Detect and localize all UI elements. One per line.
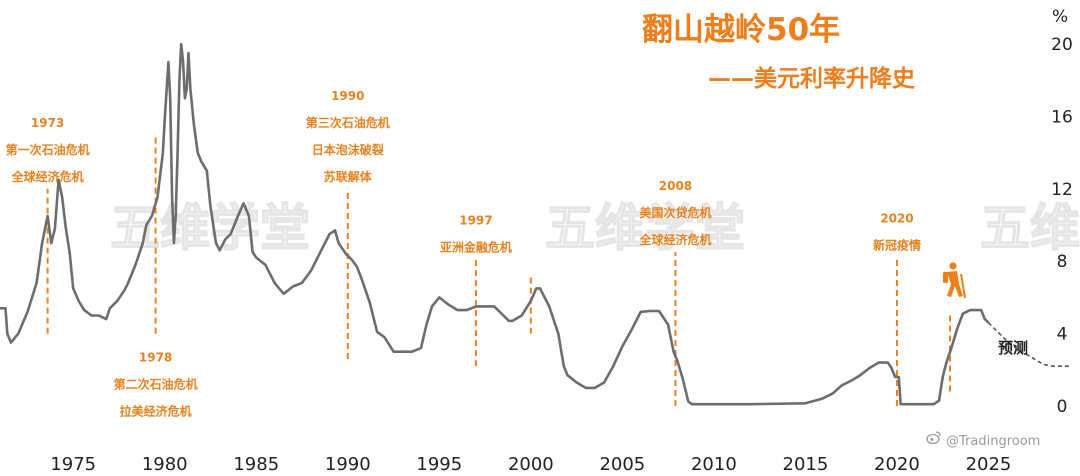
event-label: 第一次石油危机 bbox=[6, 142, 90, 157]
x-tick-label: 1995 bbox=[416, 454, 462, 475]
chart-title: 翻山越岭50年 bbox=[642, 12, 840, 48]
x-tick-label: 2025 bbox=[966, 454, 1012, 475]
watermark-text: 五维学堂 bbox=[545, 199, 745, 257]
event-label: 第三次石油危机 bbox=[306, 115, 390, 130]
event-label: 1978 bbox=[139, 351, 172, 365]
chart-subtitle: ——美元利率升降史 bbox=[708, 65, 916, 92]
event-label: 亚洲金融危机 bbox=[440, 239, 512, 254]
event-label: 1973 bbox=[31, 116, 64, 130]
hiker-icon bbox=[943, 262, 966, 299]
event-label: 苏联解体 bbox=[324, 169, 373, 184]
event-markers: 1973第一次石油危机全球经济危机1978第二次石油危机拉美经济危机1990第三… bbox=[6, 89, 952, 419]
forecast-label: 预测 bbox=[998, 339, 1028, 357]
y-tick-label: 16 bbox=[1051, 107, 1073, 127]
x-tick-label: 2015 bbox=[783, 454, 829, 475]
y-tick-label: 0 bbox=[1057, 397, 1068, 417]
x-tick-label: 1980 bbox=[142, 454, 188, 475]
event-label: 1990 bbox=[331, 89, 364, 103]
credit-text: @Tradingroom bbox=[946, 434, 1040, 449]
y-tick-label: 8 bbox=[1057, 252, 1068, 272]
event-label: 2020 bbox=[880, 212, 913, 226]
event-label: 美国次贷危机 bbox=[639, 205, 711, 220]
y-tick-label: 20 bbox=[1051, 35, 1073, 55]
weibo-icon bbox=[926, 431, 941, 445]
series-layer bbox=[0, 42, 1071, 406]
watermark-layer: 五维学堂五维学堂五维学堂 bbox=[109, 198, 1080, 258]
unit-label: % bbox=[1052, 7, 1068, 27]
x-tick-label: 2000 bbox=[508, 454, 554, 475]
event-label: 第二次石油危机 bbox=[114, 377, 198, 392]
event-label: 日本泡沫破裂 bbox=[312, 142, 384, 157]
x-tick-label: 2020 bbox=[874, 454, 920, 475]
x-axis-ticks: 1975 1980 1985 1990 1995 2000 2005 2010 2015 2020… bbox=[50, 454, 1011, 475]
event-label: 2008 bbox=[659, 179, 692, 193]
event-label: 1997 bbox=[459, 213, 492, 227]
rate-line bbox=[0, 42, 990, 406]
x-tick-label: 2005 bbox=[599, 454, 645, 475]
event-label: 全球经济危机 bbox=[11, 169, 84, 184]
x-tick-label: 1985 bbox=[233, 454, 279, 475]
x-tick-label: 1990 bbox=[325, 454, 371, 475]
credit-area: @Tradingroom bbox=[926, 431, 1040, 449]
y-axis-ticks: 0 4 8 12 16 20 bbox=[1051, 35, 1073, 417]
event-label: 拉美经济危机 bbox=[120, 404, 192, 419]
event-label: 全球经济危机 bbox=[638, 232, 711, 247]
x-tick-label: 1975 bbox=[50, 454, 96, 475]
y-tick-label: 12 bbox=[1051, 180, 1073, 200]
x-tick-label: 2010 bbox=[691, 454, 737, 475]
event-label: 新冠疫情 bbox=[873, 238, 921, 253]
watermark-text: 五维学堂 bbox=[980, 199, 1080, 257]
y-tick-label: 4 bbox=[1057, 325, 1068, 345]
